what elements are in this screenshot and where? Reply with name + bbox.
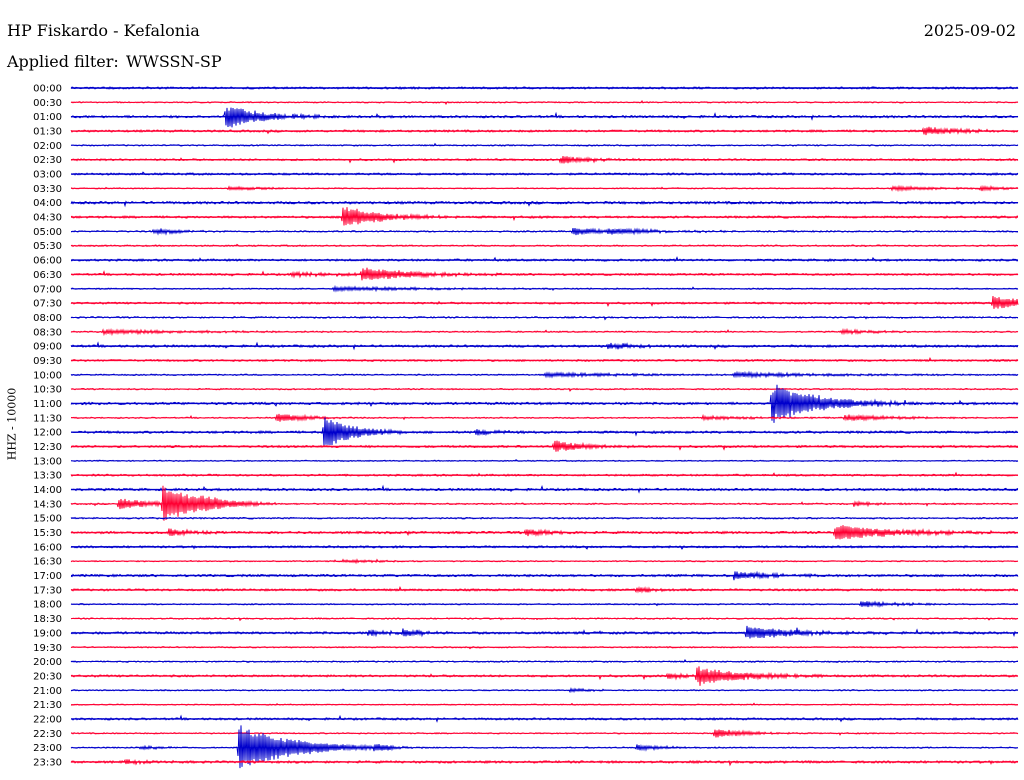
filter-prefix: Applied filter: bbox=[7, 52, 119, 71]
date-label: 2025-09-02 bbox=[923, 21, 1016, 40]
trace-0430 bbox=[70, 207, 1019, 226]
time-label-2230: 22:30 bbox=[33, 729, 62, 740]
filter-line: Applied filter: WWSSN-SP bbox=[7, 53, 222, 71]
time-label-1800: 18:00 bbox=[33, 600, 62, 611]
time-label-0400: 04:00 bbox=[33, 198, 62, 209]
time-label-1300: 13:00 bbox=[33, 456, 62, 467]
trace-1200 bbox=[70, 417, 1019, 446]
time-label-0330: 03:30 bbox=[33, 184, 62, 195]
time-label-1000: 10:00 bbox=[33, 370, 62, 381]
time-label-0700: 07:00 bbox=[33, 284, 62, 295]
trace-0100 bbox=[70, 107, 1019, 128]
time-label-1400: 14:00 bbox=[33, 485, 62, 496]
time-label-2130: 21:30 bbox=[33, 700, 62, 711]
time-label-0730: 07:30 bbox=[33, 299, 62, 310]
time-label-0900: 09:00 bbox=[33, 342, 62, 353]
time-label-1230: 12:30 bbox=[33, 442, 62, 453]
time-label-1200: 12:00 bbox=[33, 428, 62, 439]
time-label-1930: 19:30 bbox=[33, 643, 62, 654]
time-label-1530: 15:30 bbox=[33, 528, 62, 539]
time-label-0600: 06:00 bbox=[33, 256, 62, 267]
time-label-0500: 05:00 bbox=[33, 227, 62, 238]
trace-1900 bbox=[70, 625, 1019, 639]
time-label-2100: 21:00 bbox=[33, 686, 62, 697]
time-label-0630: 06:30 bbox=[33, 270, 62, 281]
time-label-2300: 23:00 bbox=[33, 743, 62, 754]
time-label-1500: 15:00 bbox=[33, 514, 62, 525]
time-label-1430: 14:30 bbox=[33, 499, 62, 510]
time-label-1330: 13:30 bbox=[33, 471, 62, 482]
time-label-1630: 16:30 bbox=[33, 557, 62, 568]
time-label-0200: 02:00 bbox=[33, 141, 62, 152]
time-label-0930: 09:30 bbox=[33, 356, 62, 367]
trace-1430 bbox=[70, 485, 1019, 521]
time-label-1900: 19:00 bbox=[33, 628, 62, 639]
time-label-2200: 22:00 bbox=[33, 714, 62, 725]
time-label-1730: 17:30 bbox=[33, 585, 62, 596]
station-title: HP Fiskardo - Kefalonia bbox=[7, 21, 200, 40]
time-label-1130: 11:30 bbox=[33, 413, 62, 424]
time-label-2030: 20:30 bbox=[33, 671, 62, 682]
time-label-1600: 16:00 bbox=[33, 542, 62, 553]
time-label-0230: 02:30 bbox=[33, 155, 62, 166]
time-label-0100: 01:00 bbox=[33, 112, 62, 123]
time-label-0530: 05:30 bbox=[33, 241, 62, 252]
time-label-0800: 08:00 bbox=[33, 313, 62, 324]
time-label-1830: 18:30 bbox=[33, 614, 62, 625]
time-label-1100: 11:00 bbox=[33, 399, 62, 410]
time-label-0030: 00:30 bbox=[33, 98, 62, 109]
time-label-0300: 03:00 bbox=[33, 170, 62, 181]
time-label-1030: 10:30 bbox=[33, 385, 62, 396]
trace-group bbox=[70, 85, 1019, 769]
time-label-2330: 23:30 bbox=[33, 757, 62, 768]
time-label-group: 00:00 00:30 01:00 01:30 02:00 02:30 03:00 03:30… bbox=[33, 84, 62, 769]
time-label-0430: 04:30 bbox=[33, 213, 62, 224]
time-label-0830: 08:30 bbox=[33, 327, 62, 338]
time-label-0000: 00:00 bbox=[33, 84, 62, 95]
time-label-1700: 17:00 bbox=[33, 571, 62, 582]
filter-name: WWSSN-SP bbox=[125, 52, 222, 71]
time-label-2000: 20:00 bbox=[33, 657, 62, 668]
time-label-0130: 01:30 bbox=[33, 127, 62, 138]
